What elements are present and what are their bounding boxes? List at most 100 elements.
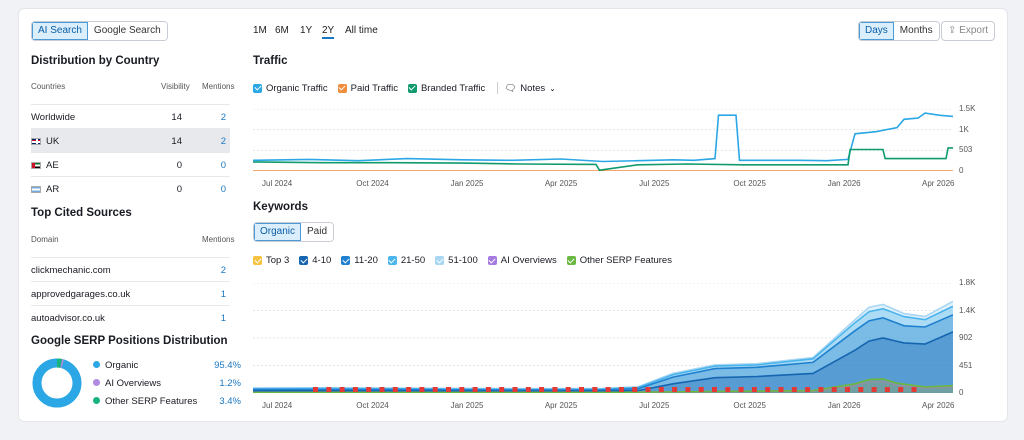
note-marker: [751, 387, 757, 392]
toggle-google-search[interactable]: Google Search: [87, 22, 167, 40]
notes-dropdown[interactable]: 🗨 Notes ⌄: [504, 83, 556, 94]
legend-4-10[interactable]: 4-10: [299, 255, 331, 266]
country-label: UK: [46, 136, 60, 147]
x-tick-label: Oct 2024: [356, 401, 389, 410]
checkbox-icon: [387, 256, 397, 265]
mentions-header: Mentions: [202, 82, 235, 91]
period-1y[interactable]: 1Y: [300, 25, 313, 36]
legend-label: Other SERP Features: [579, 255, 672, 266]
country-row[interactable]: AE 0 0: [31, 152, 230, 176]
flag-uk-icon: [31, 138, 41, 145]
legend-branded-traffic[interactable]: Branded Traffic: [407, 83, 485, 94]
toggle-ai-search[interactable]: AI Search: [32, 22, 88, 40]
legend-label: 11-20: [354, 255, 378, 266]
country-name: UK: [31, 136, 59, 147]
note-marker: [406, 387, 412, 392]
note-marker: [432, 387, 438, 392]
note-marker: [725, 387, 731, 392]
note-marker: [778, 387, 784, 392]
search-source-toggle: AI Search Google Search: [31, 21, 168, 41]
source-row[interactable]: approvedgarages.co.uk 1: [31, 281, 230, 305]
legend-ai-overviews[interactable]: AI Overviews: [487, 255, 557, 266]
serp-donut-other: [32, 358, 82, 408]
source-domain: autoadvisor.co.uk: [31, 313, 105, 324]
legend-51-100[interactable]: 51-100: [435, 255, 478, 266]
checkbox-icon: [407, 83, 417, 93]
export-button[interactable]: ⇪ Export: [941, 21, 996, 41]
legend-paid-traffic[interactable]: Paid Traffic: [337, 83, 398, 94]
serp-dot-icon: [93, 361, 100, 368]
source-mentions[interactable]: 1: [220, 289, 226, 300]
domain-header: Domain: [31, 235, 59, 244]
y-tick-label: 1.5K: [959, 104, 976, 113]
period-2y[interactable]: 2Y: [322, 25, 335, 39]
note-marker: [392, 387, 398, 392]
source-row[interactable]: autoadvisor.co.uk 1: [31, 305, 230, 329]
country-mentions[interactable]: 2: [220, 136, 226, 147]
x-tick-label: Jul 2025: [639, 401, 670, 410]
notes-icon: 🗨: [504, 82, 517, 94]
note-marker: [565, 387, 571, 392]
country-row[interactable]: Worldwide 14 2: [31, 104, 230, 128]
period-1m[interactable]: 1M: [253, 25, 267, 36]
legend-other-serp-features[interactable]: Other SERP Features: [566, 255, 672, 266]
source-mentions[interactable]: 1: [220, 313, 226, 324]
legend-divider: [497, 82, 499, 94]
export-icon: ⇪: [948, 25, 957, 36]
x-tick-label: Oct 2025: [733, 179, 766, 188]
notes-label: Notes: [520, 82, 546, 94]
country-mentions[interactable]: 2: [220, 112, 226, 123]
period-6m[interactable]: 6M: [275, 25, 289, 36]
series-line-branded-traffic: [253, 147, 953, 171]
note-marker: [313, 387, 318, 392]
legend-top-3[interactable]: Top 3: [253, 255, 289, 266]
country-mentions[interactable]: 0: [220, 184, 226, 195]
legend-label: Organic Traffic: [266, 82, 328, 94]
series-line-11-20: [253, 314, 953, 391]
serp-donut-organic: [32, 358, 82, 408]
area-21-50: [253, 306, 953, 393]
x-tick-label: Jul 2024: [262, 179, 293, 188]
keywords-legend: Top 3 4-10 11-20 21-50 51-100 AI Overviews Oth…: [253, 255, 682, 266]
checkbox-icon: [337, 83, 347, 93]
y-tick-label: 1K: [959, 124, 969, 134]
legend-organic-traffic[interactable]: Organic Traffic: [253, 83, 328, 94]
serp-value: 95.4%: [214, 360, 241, 371]
country-visibility: 14: [171, 112, 182, 123]
note-marker: [366, 387, 372, 392]
checkbox-icon: [299, 256, 309, 265]
legend-11-20[interactable]: 11-20: [341, 255, 378, 266]
note-marker: [831, 387, 837, 392]
traffic-title: Traffic: [253, 55, 288, 67]
x-tick-label: Jul 2025: [639, 179, 670, 188]
x-tick-label: Jan 2026: [827, 401, 861, 410]
granularity-months[interactable]: Months: [893, 22, 939, 40]
granularity-toggle: Days Months: [858, 21, 940, 41]
country-label: AE: [46, 160, 59, 171]
note-marker: [884, 387, 890, 392]
visibility-header: Visibility: [161, 82, 190, 91]
serp-label: Organic: [105, 360, 139, 371]
checkbox-icon: [435, 256, 445, 265]
country-row[interactable]: AR 0 0: [31, 176, 230, 200]
serp-value: 3.4%: [219, 396, 241, 407]
period-all-time[interactable]: All time: [345, 25, 378, 36]
country-title: Distribution by Country: [31, 55, 160, 67]
kw-tab-organic[interactable]: Organic: [254, 223, 302, 241]
note-marker: [645, 387, 651, 392]
note-marker: [499, 387, 505, 392]
source-row[interactable]: clickmechanic.com 2: [31, 257, 230, 281]
checkbox-icon: [253, 256, 262, 265]
note-marker: [898, 387, 904, 392]
keywords-tabs: Organic Paid: [253, 222, 335, 242]
country-row[interactable]: UK 14 2: [31, 128, 230, 152]
granularity-days[interactable]: Days: [859, 22, 894, 40]
country-name: AR: [31, 184, 59, 195]
note-marker: [871, 387, 877, 392]
note-marker: [845, 387, 850, 392]
y-tick-label: 0: [959, 388, 964, 397]
country-mentions[interactable]: 0: [220, 160, 226, 171]
kw-tab-paid[interactable]: Paid: [301, 223, 334, 241]
legend-21-50[interactable]: 21-50: [387, 255, 425, 266]
source-mentions[interactable]: 2: [220, 265, 226, 276]
